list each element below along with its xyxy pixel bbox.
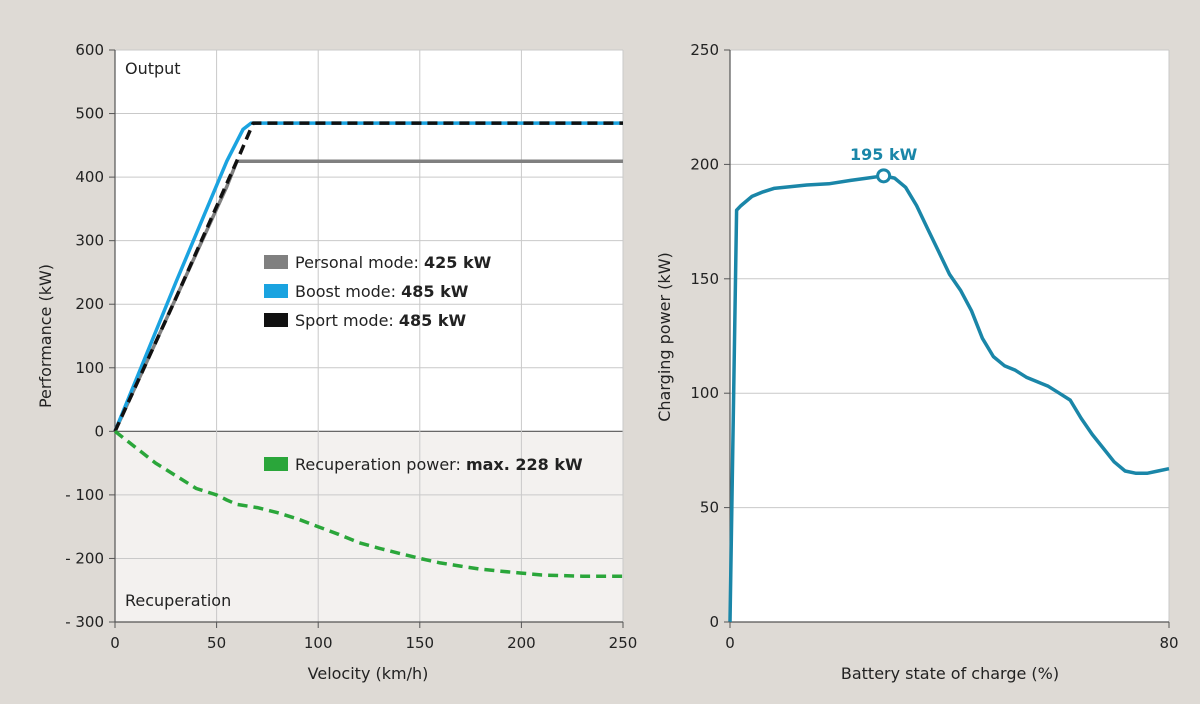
y-tick-label: 100 [75,359,104,377]
performance-y-ticks: 600 500 400 300 200 100 0 - 100 - 200 - 300 [65,41,115,631]
legend-swatch-boost [264,284,288,298]
charging-x-ticks: 0 80 [725,622,1179,652]
x-tick-label: 0 [110,634,120,652]
x-tick-label: 50 [207,634,226,652]
legend-swatch-personal [264,255,288,269]
y-tick-label: 100 [690,384,719,402]
x-tick-label: 150 [405,634,434,652]
legend-name-personal: Personal mode [295,253,413,272]
charging-x-axis-label: Battery state of charge (%) [841,664,1059,683]
charging-power-line [728,174,1170,623]
y-tick-label: - 100 [65,486,104,504]
charging-y-ticks: 0 50 100 150 200 250 [690,41,730,631]
charging-chart: 0 50 100 150 200 250 0 80 195 kW Battery state… [655,41,1179,683]
y-tick-label: 0 [709,613,719,631]
x-tick-label: 100 [304,634,333,652]
legend-colon: : [388,311,398,330]
legend-item-sport: Sport mode: 485 kW [295,311,467,330]
legend-name-boost: Boost mode [295,282,391,301]
y-tick-label: 250 [690,41,719,59]
recuperation-region [115,431,623,622]
y-tick-label: - 300 [65,613,104,631]
x-tick-label: 200 [507,634,536,652]
legend-value-sport: 485 kW [399,311,467,330]
series-line-recuperation-power [113,429,623,578]
legend-name-recuperation: Recuperation power [295,455,456,474]
charging-y-axis-label: Charging power (kW) [655,252,674,422]
legend-item-recuperation: Recuperation power: max. 228 kW [295,455,583,474]
legend-swatch-sport [264,313,288,327]
legend-item-personal: Personal mode: 425 kW [295,253,492,272]
x-tick-label: 250 [609,634,638,652]
legend-name-sport: Sport mode [295,311,388,330]
legend-colon: : [413,253,423,272]
legend-value-boost: 485 kW [401,282,469,301]
performance-x-ticks: 0 50 100 150 200 250 [110,622,637,652]
y-tick-label: 600 [75,41,104,59]
charging-plot-area [730,50,1169,622]
charging-series [728,168,1170,623]
legend-swatch-recuperation [264,457,288,471]
legend-colon: : [391,282,401,301]
y-tick-label: 50 [700,499,719,517]
y-tick-label: 400 [75,168,104,186]
y-tick-label: 200 [690,155,719,173]
series-line-boost-mode [113,121,623,432]
y-tick-label: - 200 [65,549,104,567]
peak-power-label: 195 kW [850,145,918,164]
y-tick-label: 500 [75,105,104,123]
output-region-label: Output [125,59,181,78]
legend-colon: : [455,455,465,474]
y-tick-label: 0 [94,422,104,440]
performance-legend: Personal mode: 425 kW Boost mode: 485 kW… [264,253,583,474]
y-tick-label: 200 [75,295,104,313]
peak-marker [876,168,892,184]
y-tick-label: 300 [75,232,104,250]
legend-item-boost: Boost mode: 485 kW [295,282,469,301]
x-tick-label: 0 [725,634,735,652]
legend-value-personal: 425 kW [424,253,492,272]
performance-grid [114,49,624,623]
performance-x-axis-label: Velocity (km/h) [308,664,429,683]
recuperation-region-label: Recuperation [125,591,231,610]
performance-chart: 600 500 400 300 200 100 0 - 100 - 200 - 300 0 50 10… [36,41,637,683]
series-line-sport-mode [113,121,623,433]
performance-y-axis-label: Performance (kW) [36,264,55,408]
performance-series [113,121,623,578]
y-tick-label: 150 [690,270,719,288]
x-tick-label: 80 [1159,634,1178,652]
legend-value-recuperation: max. 228 kW [466,455,583,474]
